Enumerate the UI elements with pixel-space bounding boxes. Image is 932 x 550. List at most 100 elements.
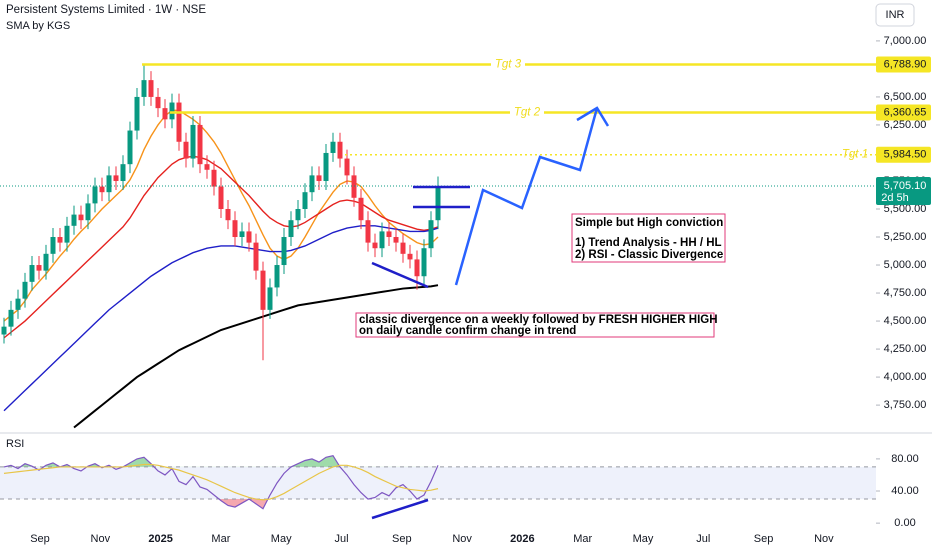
candle-body xyxy=(414,259,420,277)
overbought-fill xyxy=(4,455,438,467)
y-tick-label: 4,000.00 xyxy=(884,371,927,383)
projection-path xyxy=(454,107,599,286)
candle-body xyxy=(127,130,133,165)
plot: 7,000.006,500.006,250.005,750.005,500.00… xyxy=(0,35,926,529)
candle-body xyxy=(183,141,189,159)
y-tick-label: 0.00 xyxy=(894,517,915,529)
target-price-label: 5,984.50 xyxy=(884,149,927,161)
target-price-label: 6,360.65 xyxy=(884,106,927,118)
note-text: classic divergence on a weekly followed … xyxy=(359,314,718,326)
candle-body xyxy=(113,175,119,181)
candle-body xyxy=(36,265,42,271)
candle-body xyxy=(92,186,98,204)
candle-body xyxy=(435,186,441,221)
x-axis-label: 2025 xyxy=(148,533,172,545)
candle-body xyxy=(78,214,84,221)
note-text: on daily candle confirm change in trend xyxy=(359,325,576,337)
y-tick-label: 6,500.00 xyxy=(884,91,927,103)
candle-body xyxy=(204,164,210,170)
candle-body xyxy=(8,309,14,327)
candle-body xyxy=(365,220,371,243)
moving-average-line xyxy=(73,284,439,429)
candle-body xyxy=(141,80,147,97)
moving-average-line xyxy=(3,155,439,339)
note-text: 1) Trend Analysis - HH / HL xyxy=(575,237,722,249)
candle-body xyxy=(274,265,280,288)
target-label-bg xyxy=(491,57,525,72)
candle-body xyxy=(386,231,392,238)
x-axis-label: May xyxy=(633,533,654,545)
candle-body xyxy=(1,326,7,335)
candle-body xyxy=(57,237,63,243)
price-trendline xyxy=(371,261,429,289)
candle-body xyxy=(134,96,140,131)
x-axis-label: 2026 xyxy=(510,533,534,545)
target-price-bg xyxy=(876,104,931,121)
candle-body xyxy=(85,203,91,221)
projection-arrow xyxy=(576,106,610,127)
currency-button[interactable] xyxy=(875,3,915,27)
indicator-label: SMA by KGS xyxy=(6,20,70,32)
candle-body xyxy=(232,220,238,238)
currency-label[interactable]: INR xyxy=(886,9,905,21)
candle-body xyxy=(169,102,175,120)
candle-body xyxy=(316,175,322,181)
overlay: Tgt 3 6,788.90 Tgt 2 6,360.65 Tgt 1 5,984.50 5… xyxy=(30,56,931,545)
moving-average-line xyxy=(3,109,439,322)
target-label: Tgt 3 xyxy=(495,59,522,71)
candle-body xyxy=(225,208,231,221)
target-label: Tgt 2 xyxy=(514,107,541,119)
candle-body xyxy=(337,141,343,159)
x-axis-label: Jul xyxy=(334,533,348,545)
y-tick-label: 3,750.00 xyxy=(884,399,927,411)
x-axis-label: Nov xyxy=(814,533,834,545)
candle-body xyxy=(246,231,252,243)
y-tick-label: 6,250.00 xyxy=(884,119,927,131)
target-label-bg xyxy=(510,105,544,120)
candle-body xyxy=(400,242,406,254)
candle-body xyxy=(190,124,196,159)
rsi-line xyxy=(3,455,439,510)
target-label: Tgt 1 xyxy=(842,149,868,161)
candle-body xyxy=(407,253,413,260)
y-tick-label: 80.00 xyxy=(891,453,919,465)
note-text: Simple but High conviction xyxy=(575,217,723,229)
candle-body xyxy=(253,242,259,271)
candle-body xyxy=(15,298,21,310)
candle-body xyxy=(281,237,287,266)
candle-body xyxy=(323,152,329,181)
candle-body xyxy=(372,242,378,249)
x-axis-label: Sep xyxy=(30,533,50,545)
y-tick-label: 5,000.00 xyxy=(884,259,927,271)
candle-body xyxy=(120,164,126,181)
candle-body xyxy=(155,96,161,109)
candle-body xyxy=(393,237,399,243)
candle-body xyxy=(211,169,217,187)
candle-body xyxy=(43,253,49,271)
candle-body xyxy=(309,175,315,193)
candle-body xyxy=(344,158,350,176)
candle-body xyxy=(295,208,301,221)
candle-body xyxy=(22,281,28,299)
candle-body xyxy=(260,270,266,310)
y-tick-label: 4,750.00 xyxy=(884,287,927,299)
candle-body xyxy=(421,248,427,277)
candle-body xyxy=(330,141,336,153)
y-tick-label: 5,500.00 xyxy=(884,203,927,215)
x-axis-label: Sep xyxy=(754,533,774,545)
rsi-trendline xyxy=(371,498,429,520)
y-tick-label: 4,500.00 xyxy=(884,315,927,327)
note-text: 2) RSI - Classic Divergence xyxy=(575,249,723,261)
y-tick-label: 4,250.00 xyxy=(884,343,927,355)
x-axis-label: Mar xyxy=(573,533,592,545)
y-tick-label: 7,000.00 xyxy=(884,35,927,47)
x-axis-label: Nov xyxy=(452,533,472,545)
candle-body xyxy=(148,80,154,97)
candle-body xyxy=(99,186,105,193)
note-box xyxy=(571,213,726,263)
x-axis-label: Jul xyxy=(696,533,710,545)
candle-body xyxy=(50,237,56,254)
target-price-bg xyxy=(876,56,931,73)
drawings xyxy=(371,106,610,520)
